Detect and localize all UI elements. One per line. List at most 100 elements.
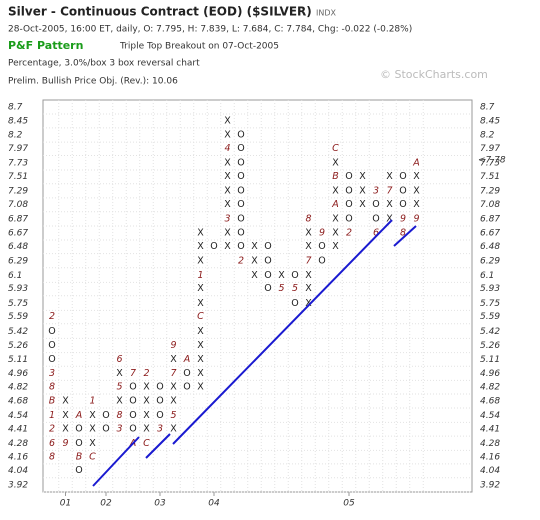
box: 8	[49, 451, 55, 462]
y-tick-label-right: 6.48	[480, 242, 500, 252]
box: A	[331, 199, 339, 210]
box: 9	[319, 227, 325, 238]
box: 1	[49, 410, 55, 421]
box: X	[413, 185, 420, 196]
box: O	[183, 382, 190, 393]
box: X	[224, 115, 231, 126]
box: 1	[89, 395, 95, 406]
y-tick-label: 8.7	[8, 103, 23, 113]
box: O	[183, 368, 190, 379]
box: X	[224, 227, 231, 238]
box: X	[62, 410, 69, 421]
y-tick-label: 4.28	[8, 439, 28, 449]
y-tick-label: 7.73	[8, 159, 28, 169]
x-tick-label: 01	[60, 499, 71, 509]
y-tick-label: 5.26	[8, 341, 28, 351]
y-tick-label: 5.93	[8, 284, 28, 294]
box: 7	[305, 255, 311, 266]
box: 2	[49, 311, 55, 322]
box: X	[197, 298, 204, 309]
box: X	[332, 158, 339, 169]
box: 1	[197, 270, 203, 281]
y-tick-label-right: 6.1	[480, 271, 494, 281]
box: 5	[278, 283, 284, 294]
column: OO	[102, 410, 109, 435]
box: O	[237, 130, 244, 141]
y-tick-label: 6.67	[8, 228, 28, 238]
box: X	[143, 410, 150, 421]
y-tick-label: 7.08	[8, 200, 28, 210]
box: X	[116, 395, 123, 406]
y-tick-label-right: 5.11	[480, 355, 500, 365]
box: X	[305, 241, 312, 252]
box: X	[305, 283, 312, 294]
box: X	[143, 382, 150, 393]
y-tick-label-right: 7.73	[480, 159, 500, 169]
box: X	[143, 424, 150, 435]
y-tick-label-right: 4.28	[480, 439, 500, 449]
box: 3	[224, 213, 230, 224]
box: O	[318, 255, 325, 266]
box: X	[305, 298, 312, 309]
box: X	[197, 241, 204, 252]
box: O	[156, 410, 163, 421]
box: X	[224, 158, 231, 169]
y-tick-label-right: 5.26	[480, 341, 500, 351]
box: O	[237, 185, 244, 196]
box: 3	[157, 424, 163, 435]
box: O	[75, 465, 82, 476]
box: O	[48, 354, 55, 365]
box: X	[170, 424, 177, 435]
y-tick-label-right: 4.16	[480, 452, 500, 462]
y-tick-label-right: 7.51	[480, 172, 500, 182]
trend-lines	[92, 219, 417, 487]
box: 8	[49, 382, 55, 393]
y-tick-label: 3.92	[8, 481, 28, 491]
box: 5	[292, 283, 298, 294]
y-tick-label: 6.1	[8, 271, 22, 281]
box: X	[251, 255, 258, 266]
box: X	[170, 382, 177, 393]
box: 6	[49, 438, 55, 449]
box: O	[129, 410, 136, 421]
box: X	[305, 227, 312, 238]
box: X	[251, 270, 258, 281]
y-tick-label-right: 5.93	[480, 284, 500, 294]
y-tick-label: 7.97	[8, 144, 28, 154]
column: O	[210, 241, 217, 252]
box: B	[332, 171, 339, 182]
y-tick-label: 4.82	[8, 383, 28, 393]
box: 9	[413, 213, 419, 224]
y-tick-label-right: 8.45	[480, 116, 500, 126]
box: X	[197, 227, 204, 238]
box: O	[156, 382, 163, 393]
box: 4	[224, 143, 230, 154]
box: X	[224, 241, 231, 252]
box: A	[75, 410, 83, 421]
box: 3	[116, 424, 122, 435]
column: O 5 O	[291, 270, 298, 309]
box: O	[399, 199, 406, 210]
box: X	[170, 354, 177, 365]
box: C	[332, 143, 339, 154]
box: O	[291, 298, 298, 309]
box: O	[129, 382, 136, 393]
box: 5	[170, 410, 176, 421]
box: 6	[373, 227, 379, 238]
box: 7	[386, 185, 392, 196]
pattern-label: P&F Pattern	[8, 39, 83, 52]
y-tick-label: 4.96	[8, 369, 28, 379]
box: O	[237, 241, 244, 252]
y-tick-label-right: 6.67	[480, 228, 500, 238]
x-tick-label: 05	[343, 499, 355, 509]
box: O	[291, 270, 298, 281]
box: O	[264, 270, 271, 281]
box: O	[237, 199, 244, 210]
